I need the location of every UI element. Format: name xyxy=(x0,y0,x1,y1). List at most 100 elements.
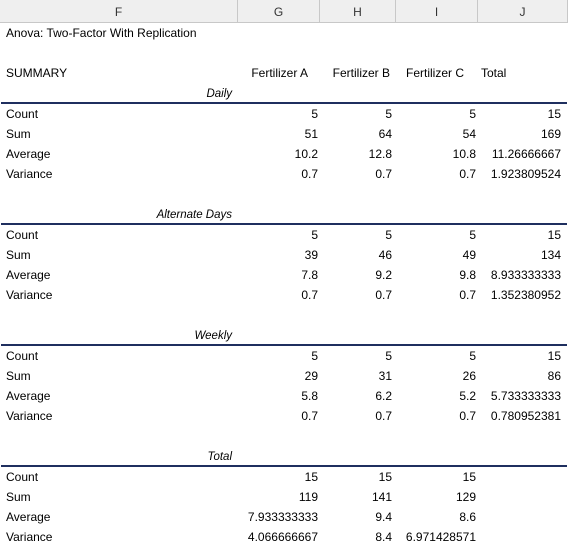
group-border xyxy=(1,102,567,104)
cell-value[interactable]: 134 xyxy=(540,248,561,262)
cell-value[interactable]: 10.2 xyxy=(294,147,318,161)
cell-value[interactable]: 0.7 xyxy=(375,288,392,302)
column-header-i[interactable]: I xyxy=(396,0,478,22)
cell-value[interactable]: 1.352380952 xyxy=(490,288,561,302)
cell-value[interactable]: 0.7 xyxy=(459,409,476,423)
cell-value[interactable]: 15 xyxy=(547,228,561,242)
cell-value[interactable]: 5 xyxy=(469,349,476,363)
cell-value[interactable] xyxy=(478,468,561,486)
cell-value[interactable]: 5 xyxy=(311,228,318,242)
row-label[interactable]: Count xyxy=(6,107,39,121)
cell-value[interactable]: 0.7 xyxy=(459,167,476,181)
row-label[interactable]: Variance xyxy=(6,530,53,544)
cell-value[interactable]: 5 xyxy=(469,107,476,121)
row-label[interactable]: Average xyxy=(6,389,51,403)
cell-value[interactable]: 4.066666667 xyxy=(247,530,318,544)
cell-value[interactable]: 9.8 xyxy=(459,268,476,282)
cell-value[interactable]: 1.923809524 xyxy=(490,167,561,181)
cell-value[interactable]: 15 xyxy=(304,470,318,484)
cell-value[interactable]: 64 xyxy=(378,127,392,141)
cell-value[interactable]: 6.971428571 xyxy=(405,530,476,544)
cell-value[interactable]: 15 xyxy=(378,470,392,484)
cell-value[interactable]: 5 xyxy=(385,228,392,242)
cell-value[interactable]: 39 xyxy=(304,248,318,262)
cell-value[interactable]: 119 xyxy=(298,490,318,504)
header-fertilizer-c[interactable]: Fertilizer C xyxy=(405,66,464,80)
row-label[interactable]: Variance xyxy=(6,167,53,181)
row-label[interactable]: Count xyxy=(6,228,39,242)
row-label[interactable]: Sum xyxy=(6,248,31,262)
cell-value[interactable]: 129 xyxy=(455,490,476,504)
cell-value[interactable]: 15 xyxy=(547,107,561,121)
row-label[interactable]: Sum xyxy=(6,127,31,141)
cell-value[interactable]: 11.26666667 xyxy=(491,147,561,161)
column-header-j[interactable]: J xyxy=(478,0,568,22)
row-label[interactable]: Average xyxy=(6,147,51,161)
row-label[interactable]: Count xyxy=(6,349,39,363)
cell-value[interactable]: 10.8 xyxy=(452,147,476,161)
cell-value[interactable]: 0.7 xyxy=(459,288,476,302)
cell-value[interactable]: 0.7 xyxy=(301,288,318,302)
cell-value[interactable]: 141 xyxy=(371,490,392,504)
cell-value[interactable]: 15 xyxy=(547,349,561,363)
column-header-bar: F G H I J xyxy=(0,0,568,23)
cell-value[interactable] xyxy=(478,508,561,526)
cell-value[interactable]: 54 xyxy=(462,127,476,141)
cell-value[interactable]: 7.933333333 xyxy=(247,510,318,524)
cell-value[interactable]: 15 xyxy=(462,470,476,484)
cell-value[interactable]: 51 xyxy=(304,127,318,141)
cell-value[interactable]: 169 xyxy=(540,127,561,141)
column-header-h[interactable]: H xyxy=(320,0,396,22)
cell-value[interactable]: 8.4 xyxy=(375,530,392,544)
cell-value[interactable]: 5 xyxy=(311,107,318,121)
cell-value[interactable]: 9.4 xyxy=(375,510,392,524)
cell-value[interactable]: 5 xyxy=(385,349,392,363)
header-fertilizer-b[interactable]: Fertilizer B xyxy=(332,66,390,80)
row-label[interactable]: Average xyxy=(6,510,51,524)
row-label[interactable]: Sum xyxy=(6,490,31,504)
row-label[interactable]: Variance xyxy=(6,288,53,302)
cell-value[interactable]: 9.2 xyxy=(375,268,392,282)
cell-value[interactable]: 0.780952381 xyxy=(490,409,561,423)
cell-value[interactable] xyxy=(478,488,561,506)
group-name[interactable]: Daily xyxy=(206,88,232,100)
cell-value[interactable]: 31 xyxy=(378,369,392,383)
cell-value[interactable]: 12.8 xyxy=(368,147,392,161)
column-header-f[interactable]: F xyxy=(0,0,238,22)
cell-value[interactable] xyxy=(478,528,561,546)
cell-value[interactable]: 5.733333333 xyxy=(490,389,561,403)
cell-value[interactable]: 8.933333333 xyxy=(490,268,561,282)
row-label[interactable]: Variance xyxy=(6,409,53,423)
cell-value[interactable]: 0.7 xyxy=(301,167,318,181)
group-name[interactable]: Alternate Days xyxy=(156,209,232,221)
header-total[interactable]: Total xyxy=(481,66,507,80)
row-label[interactable]: Count xyxy=(6,470,39,484)
anova-title[interactable]: Anova: Two-Factor With Replication xyxy=(6,26,197,40)
cell-value[interactable]: 5 xyxy=(469,228,476,242)
cell-value[interactable]: 7.8 xyxy=(301,268,318,282)
row-label[interactable]: Average xyxy=(6,268,51,282)
cell-value[interactable]: 0.7 xyxy=(375,409,392,423)
cell-value[interactable]: 29 xyxy=(304,369,318,383)
cell-value[interactable]: 5 xyxy=(385,107,392,121)
cell-value[interactable]: 8.6 xyxy=(459,510,476,524)
cell-value[interactable]: 26 xyxy=(462,369,476,383)
summary-label[interactable]: SUMMARY xyxy=(6,66,68,80)
cell-value[interactable]: 5 xyxy=(311,349,318,363)
group-border xyxy=(1,344,567,346)
cell-value[interactable]: 0.7 xyxy=(375,167,392,181)
cell-value[interactable]: 6.2 xyxy=(375,389,392,403)
group-name[interactable]: Total xyxy=(207,451,232,463)
group-name[interactable]: Weekly xyxy=(194,330,233,342)
cell-value[interactable]: 46 xyxy=(378,248,392,262)
group-border xyxy=(1,465,567,467)
cell-value[interactable]: 5.8 xyxy=(301,389,318,403)
row-label[interactable]: Sum xyxy=(6,369,31,383)
header-fertilizer-a[interactable]: Fertilizer A xyxy=(251,66,308,80)
cell-value[interactable]: 5.2 xyxy=(459,389,476,403)
column-header-g[interactable]: G xyxy=(238,0,320,22)
cell-value[interactable]: 0.7 xyxy=(301,409,318,423)
cell-value[interactable]: 49 xyxy=(462,248,476,262)
cell-value[interactable]: 86 xyxy=(547,369,561,383)
